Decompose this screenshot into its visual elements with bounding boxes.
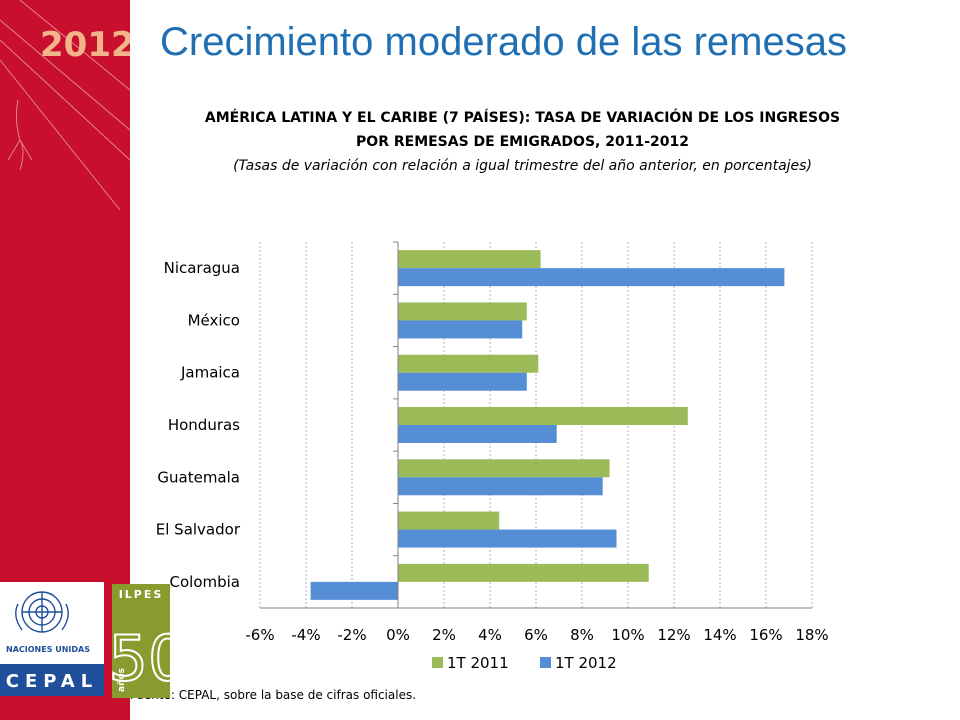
bar-1t2011 — [398, 459, 610, 478]
un-emblem-icon — [15, 591, 69, 633]
source-note: Fuente: CEPAL, sobre la base de cifras o… — [130, 688, 417, 702]
category-label: Jamaica — [180, 364, 240, 382]
x-tick-label: 18% — [795, 626, 828, 644]
bar-1t2012 — [398, 529, 617, 548]
chart-subtitle: (Tasas de variación con relación a igual… — [233, 158, 812, 174]
bar-1t2012 — [398, 372, 527, 391]
un-cepal-logo: NACIONES UNIDAS CEPAL — [0, 582, 104, 696]
x-tick-label: 4% — [478, 626, 502, 644]
bar-1t2011 — [398, 302, 527, 321]
un-label: NACIONES UNIDAS — [6, 645, 90, 654]
bar-1t2012 — [398, 268, 785, 287]
chart-title-line-2: POR REMESAS DE EMIGRADOS, 2011-2012 — [356, 134, 689, 150]
x-tick-label: 8% — [570, 626, 594, 644]
chart-title-line-1: AMÉRICA LATINA Y EL CARIBE (7 PAÍSES): T… — [204, 110, 841, 126]
bar-1t2011 — [398, 407, 688, 425]
bar-1t2012 — [310, 581, 398, 600]
bar-1t2012 — [398, 425, 557, 443]
year-badge: 2012 — [40, 25, 130, 65]
x-tick-label: 2% — [432, 626, 456, 644]
x-tick-label: 10% — [611, 626, 644, 644]
category-label: Colombia — [170, 573, 241, 591]
legend-swatch — [432, 657, 443, 668]
bar-1t2012 — [398, 320, 523, 339]
bar-1t2011 — [398, 354, 539, 373]
ilpes-number: 50 — [112, 622, 170, 695]
x-tick-label: 16% — [749, 626, 782, 644]
legend-label: 1T 2012 — [555, 654, 617, 672]
x-tick-label: -2% — [337, 626, 366, 644]
cepal-label: CEPAL — [6, 671, 98, 692]
bar-1t2011 — [398, 511, 500, 530]
x-tick-label: 6% — [524, 626, 548, 644]
category-label: Honduras — [168, 416, 240, 434]
category-label: El Salvador — [156, 521, 241, 539]
x-tick-label: -6% — [245, 626, 274, 644]
ilpes-50-logo: ILPES 50 años — [112, 584, 170, 698]
category-label: Nicaragua — [164, 259, 240, 277]
bar-1t2011 — [398, 563, 649, 582]
bar-1t2012 — [398, 477, 603, 496]
bar-1t2011 — [398, 250, 541, 269]
ilpes-label: ILPES — [119, 588, 164, 601]
x-tick-label: 0% — [386, 626, 410, 644]
x-tick-label: 12% — [657, 626, 690, 644]
legend-swatch — [540, 657, 551, 668]
category-label: Guatemala — [157, 468, 240, 486]
ilpes-years-label: años — [117, 668, 127, 692]
x-tick-label: -4% — [291, 626, 320, 644]
x-tick-label: 14% — [703, 626, 736, 644]
category-label: México — [188, 311, 240, 329]
legend-label: 1T 2011 — [447, 654, 509, 672]
slide-title: Crecimiento moderado de las remesas — [160, 20, 847, 64]
